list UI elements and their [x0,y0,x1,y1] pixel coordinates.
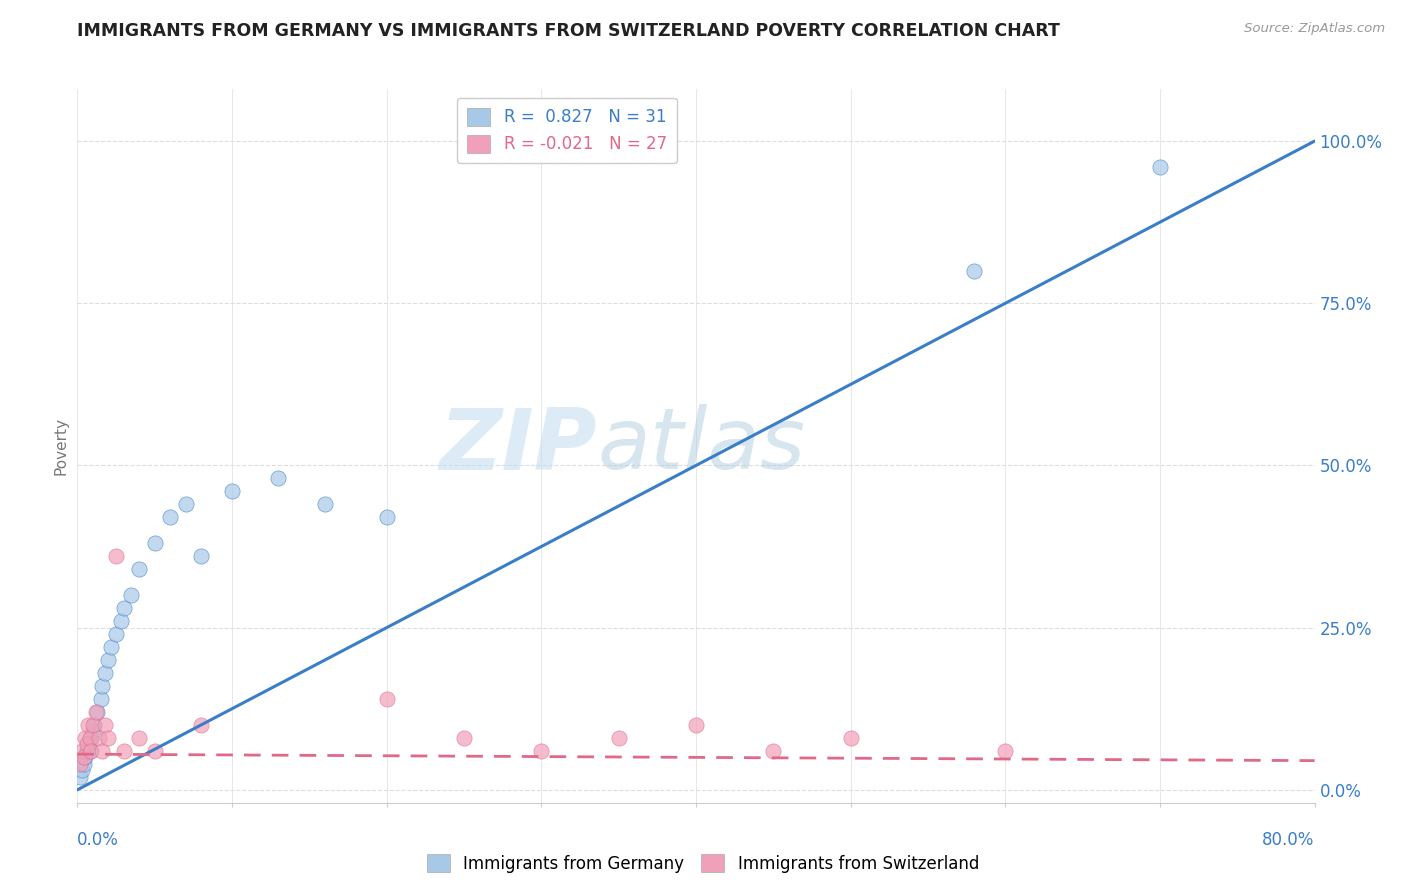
Point [105,627,127,641]
Text: atlas: atlas [598,404,806,488]
Text: 80.0%: 80.0% [1263,831,1315,849]
Point [77,738,100,752]
Point [110,614,132,628]
Point [190,549,212,564]
Point [75,731,96,745]
Point [762,744,785,758]
Text: IMMIGRANTS FROM GERMANY VS IMMIGRANTS FROM SWITZERLAND POVERTY CORRELATION CHART: IMMIGRANTS FROM GERMANY VS IMMIGRANTS FR… [77,22,1060,40]
Legend: Immigrants from Germany, Immigrants from Switzerland: Immigrants from Germany, Immigrants from… [420,847,986,880]
Point [128,562,150,576]
Text: 0.0%: 0.0% [77,831,120,849]
Point [70,764,93,778]
Point [112,744,135,758]
Point [69,756,91,771]
Point [84,705,107,719]
Text: ZIP: ZIP [439,404,598,488]
Point [128,731,150,745]
Point [607,731,630,745]
Point [87,731,110,745]
Point [90,692,111,706]
Point [530,744,553,758]
Point [69,770,91,784]
Point [963,264,986,278]
Y-axis label: Poverty: Poverty [53,417,69,475]
Point [83,718,105,732]
Point [994,744,1017,758]
Point [105,549,127,564]
Point [77,718,100,732]
Point [685,718,707,732]
Point [143,536,166,550]
Point [112,601,135,615]
Point [97,731,120,745]
Point [91,744,114,758]
Point [375,510,398,524]
Point [80,744,103,758]
Point [82,718,104,732]
Point [143,744,166,758]
Point [79,731,101,745]
Legend: R =  0.827   N = 31, R = -0.021   N = 27: R = 0.827 N = 31, R = -0.021 N = 27 [457,97,676,163]
Point [80,731,103,745]
Point [221,484,243,499]
Point [70,744,93,758]
Point [267,471,290,485]
Point [86,705,108,719]
Point [174,497,197,511]
Point [121,588,143,602]
Point [76,744,98,758]
Point [453,731,475,745]
Text: Source: ZipAtlas.com: Source: ZipAtlas.com [1244,22,1385,36]
Point [314,497,336,511]
Point [839,731,862,745]
Point [72,756,94,771]
Point [76,738,98,752]
Point [190,718,212,732]
Point [100,640,122,654]
Point [375,692,398,706]
Point [91,679,114,693]
Point [94,666,117,681]
Point [72,750,94,764]
Point [82,724,104,739]
Point [159,510,181,524]
Point [97,653,120,667]
Point [75,750,96,764]
Point [94,718,117,732]
Point [1149,160,1171,174]
Point [79,744,101,758]
